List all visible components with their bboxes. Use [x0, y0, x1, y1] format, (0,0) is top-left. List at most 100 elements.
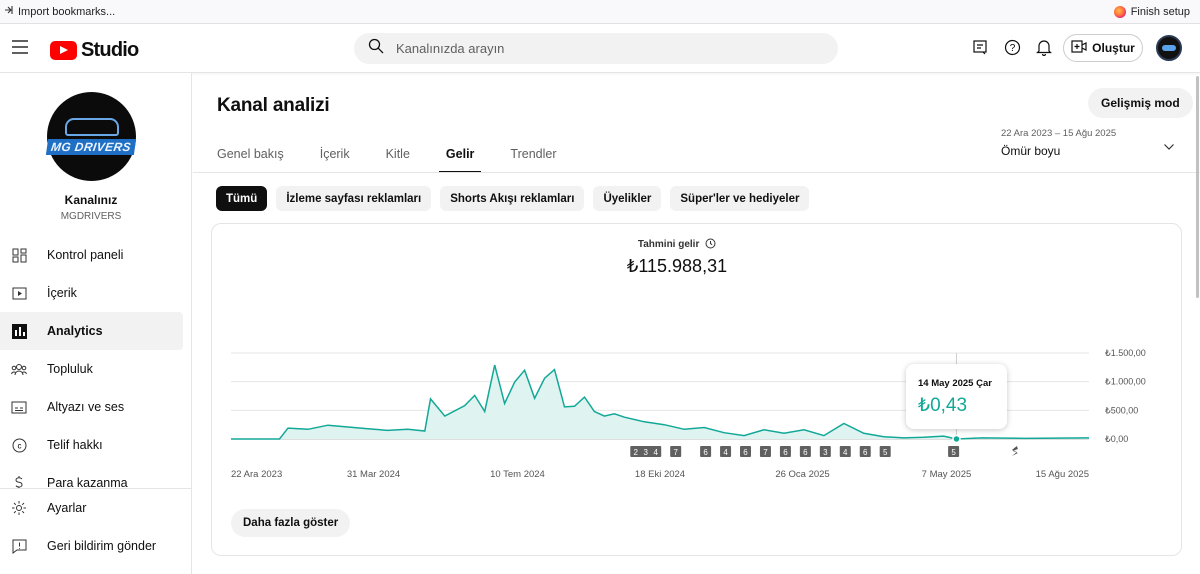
- chip-supers-gifts[interactable]: Süper'ler ve hediyeler: [670, 186, 810, 211]
- logo-text: Studio: [81, 39, 139, 61]
- car-logo-icon: [64, 118, 119, 136]
- date-range-selector[interactable]: 22 Ara 2023 – 15 Ağu 2025 Ömür boyu: [1001, 128, 1116, 158]
- advanced-mode-button[interactable]: Gelişmiş mod: [1088, 88, 1193, 118]
- sidebar-item-subtitles[interactable]: Altyazı ve ses: [0, 388, 191, 426]
- sidebar-item-settings[interactable]: Ayarlar: [0, 489, 191, 527]
- sidebar-item-label: Topluluk: [47, 362, 93, 376]
- video-marker-label: 5: [951, 448, 956, 457]
- video-marker: [759, 446, 771, 457]
- sidebar: MG DRIVERS Kanalınız MGDRIVERS Kontrol p…: [0, 73, 192, 574]
- video-marker-label: 6: [803, 448, 808, 457]
- channel-avatar[interactable]: MG DRIVERS: [46, 92, 137, 181]
- account-avatar[interactable]: [1156, 35, 1182, 61]
- revenue-chart-card: Tahmini gelir ₺115.988,31 ₺0,00 ₺500,00 ₺1…: [211, 223, 1182, 556]
- sidebar-item-dashboard[interactable]: Kontrol paneli: [0, 236, 191, 274]
- y-tick-label: ₺1.000,00: [1105, 377, 1146, 387]
- video-marker-label: 6: [703, 448, 708, 457]
- notifications-bell-icon[interactable]: [1034, 37, 1054, 57]
- chip-memberships[interactable]: Üyelikler: [593, 186, 662, 211]
- y-tick-label: ₺0,00: [1105, 434, 1128, 444]
- video-marker: [640, 446, 652, 457]
- video-marker: [859, 446, 871, 457]
- youtube-studio-logo[interactable]: Studio: [50, 39, 139, 62]
- channel-handle: MGDRIVERS: [60, 211, 122, 222]
- messages-icon[interactable]: [970, 37, 990, 57]
- tab-audience[interactable]: Kitle: [385, 147, 410, 161]
- subtitles-icon: [11, 399, 27, 415]
- metric-value: ₺115.988,31: [626, 256, 728, 276]
- revenue-filter-chips: Tümü İzleme sayfası reklamları Shorts Ak…: [216, 186, 810, 211]
- y-tick-label: ₺500,00: [1105, 405, 1138, 415]
- video-marker-label: 6: [783, 448, 788, 457]
- import-bookmarks-label: Import bookmarks...: [18, 5, 116, 18]
- revenue-chart[interactable]: ₺0,00 ₺500,00 ₺1.000,00 ₺1.500,00 22 Ara 202…: [212, 334, 1181, 484]
- chip-shorts-feed-ads[interactable]: Shorts Akışı reklamları: [440, 186, 585, 211]
- finish-setup-button[interactable]: Finish setup: [1113, 5, 1196, 18]
- search-input[interactable]: [396, 41, 796, 56]
- search-bar[interactable]: [354, 33, 838, 64]
- tab-content[interactable]: İçerik: [319, 147, 350, 161]
- content-icon: [11, 285, 27, 301]
- sidebar-item-label: Geri bildirim gönder: [47, 539, 157, 553]
- tooltip-date: 14 May 2025 Çar: [918, 378, 992, 389]
- sidebar-item-label: Kontrol paneli: [47, 248, 124, 262]
- video-marker: [740, 446, 752, 457]
- video-marker-label: 6: [743, 448, 748, 457]
- sidebar-item-feedback[interactable]: Geri bildirim gönder: [0, 527, 191, 565]
- sidebar-item-label: Analytics: [47, 324, 103, 338]
- sidebar-item-label: Telif hakkı: [47, 438, 103, 452]
- shorts-icon: [1011, 446, 1018, 456]
- video-marker-label: 5: [883, 448, 888, 457]
- analytics-tabs: Genel bakış İçerik Kitle Gelir Trendler: [217, 135, 593, 173]
- video-marker-label: 3: [644, 448, 649, 457]
- video-marker-label: 7: [673, 448, 678, 457]
- tab-overview[interactable]: Genel bakış: [217, 147, 284, 161]
- sidebar-item-label: Para kazanma: [47, 476, 128, 490]
- sidebar-item-analytics[interactable]: Analytics: [0, 312, 183, 350]
- date-period-text: Ömür boyu: [1001, 144, 1061, 158]
- youtube-play-icon: [50, 41, 77, 60]
- menu-icon[interactable]: [12, 40, 28, 54]
- sidebar-item-label: Altyazı ve ses: [47, 400, 125, 414]
- video-marker-label: 4: [723, 448, 728, 457]
- search-icon[interactable]: [368, 38, 384, 59]
- import-icon: [4, 5, 14, 18]
- chip-all[interactable]: Tümü: [216, 186, 268, 211]
- sidebar-bottom-nav: Ayarlar Geri bildirim gönder: [0, 488, 191, 565]
- show-more-button[interactable]: Daha fazla göster: [231, 509, 351, 537]
- dashboard-icon: [11, 247, 27, 263]
- tab-trends[interactable]: Trendler: [510, 147, 557, 161]
- sidebar-item-label: Ayarlar: [47, 501, 87, 515]
- video-marker-label: 4: [653, 448, 658, 457]
- import-bookmarks-link[interactable]: Import bookmarks...: [4, 5, 115, 18]
- sidebar-item-content[interactable]: İçerik: [0, 274, 191, 312]
- create-button[interactable]: Oluştur: [1063, 34, 1143, 62]
- copyright-icon: c: [11, 437, 27, 453]
- svg-text:c: c: [17, 441, 21, 450]
- x-tick-label: 31 Mar 2024: [347, 469, 400, 480]
- video-marker: [700, 446, 712, 457]
- video-marker: [839, 446, 851, 457]
- page-title: Kanal analizi: [217, 95, 330, 116]
- video-marker-label: 3: [823, 448, 828, 457]
- revenue-line: [231, 364, 1090, 440]
- metric-label-text: Tahmini gelir: [637, 239, 700, 250]
- x-tick-label: 7 May 2025: [922, 469, 972, 480]
- hover-point: [952, 434, 961, 444]
- sidebar-item-community[interactable]: Topluluk: [0, 350, 191, 388]
- help-icon[interactable]: ?: [1002, 37, 1022, 57]
- x-tick-label: 15 Ağu 2025: [1036, 469, 1089, 480]
- chevron-down-icon[interactable]: [1164, 137, 1174, 150]
- tab-revenue[interactable]: Gelir: [439, 135, 481, 173]
- metric-label: Tahmini gelir: [212, 238, 1142, 252]
- sidebar-item-copyright[interactable]: c Telif hakkı: [0, 426, 191, 464]
- clock-icon[interactable]: [705, 238, 716, 252]
- feedback-icon: [11, 538, 27, 554]
- channel-title: Kanalınız: [64, 193, 118, 207]
- video-marker: [948, 446, 960, 457]
- chip-watch-page-ads[interactable]: İzleme sayfası reklamları: [276, 186, 432, 211]
- video-marker-label: 2: [634, 448, 639, 457]
- y-tick-label: ₺1.500,00: [1105, 348, 1146, 358]
- studio-header: Studio ? Oluştur: [0, 24, 1200, 73]
- page-scrollbar[interactable]: [1196, 76, 1199, 298]
